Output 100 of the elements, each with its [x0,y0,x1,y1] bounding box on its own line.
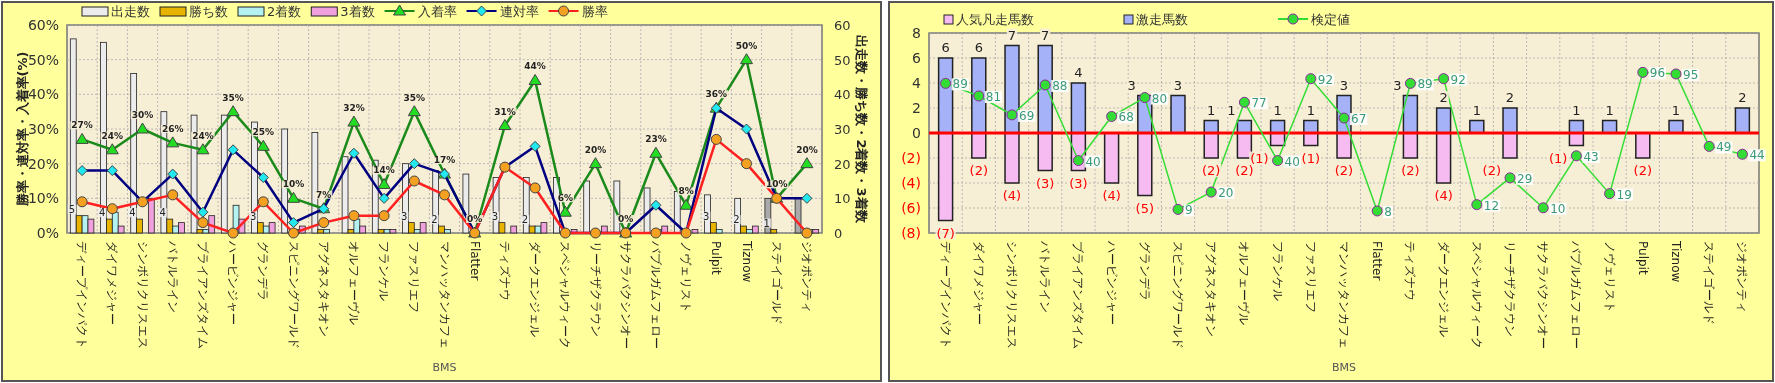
x-tick-label: ダークエンジェル [1436,241,1451,337]
data-label: 6 [941,40,950,55]
data-label: 4 [1074,65,1083,80]
y2-tick-label: 60 [834,18,851,33]
x-tick-label: ハービンジャー [1104,240,1119,325]
x-tick-label: ステイゴールド [1702,241,1717,325]
data-label: 9 [1185,203,1193,218]
x-tick-label: ジオポンティ [799,241,814,313]
y-tick-label: 4 [912,75,922,91]
data-label: 31% [494,106,516,117]
data-label: 2 [431,214,438,226]
x-tick-label: ファスリエフ [1303,241,1318,313]
data-label: (3) [1035,175,1055,191]
x-tick-label: ステイゴールド [769,241,784,325]
x-axis-title: BMS [1331,361,1357,374]
x-tick-label: ディープインパクト [75,241,90,349]
y-tick-label: 0 [912,125,921,141]
y2-tick-label: 0 [834,226,843,241]
data-label: 12 [1483,198,1500,213]
data-label: 1 [1306,102,1315,118]
x-tick-label: Flatter [1370,241,1385,281]
data-label: 2 [1505,90,1515,105]
data-label: (2) [1235,163,1254,178]
data-label: 1 [763,217,770,229]
x-tick-label: ブライアンズタイム [1071,241,1086,349]
legend-label: 人気凡走馬数 [956,12,1034,27]
data-label: (4) [1002,188,1022,203]
x-tick-label: ノヴェリスト [1602,241,1617,313]
legend-label: 出走数 [111,4,150,19]
x-tick-label: ダークエンジェル [528,241,543,337]
data-label: 35% [222,92,244,103]
x-tick-label: ダイワメジャー [971,241,986,325]
data-label: 7 [1007,27,1017,43]
data-label: 32% [343,103,365,114]
y2-axis-title: 出走数・勝ち数・2着数・3着数 [854,35,869,224]
data-label: 95 [1683,67,1699,82]
y2-tick-label: 50 [834,52,851,68]
x-tick-label: グランデラ [256,241,271,301]
data-label: 40 [1085,154,1101,169]
y-tick-label: (6) [901,200,921,216]
legend-label: 検定値 [1311,12,1350,27]
y-tick-label: 8 [912,25,921,41]
x-tick-label: ノヴェリスト [679,241,694,313]
data-label: 20% [796,144,818,155]
x-tick-label: ジオポンティ [1735,241,1750,313]
x-tick-label: フランケル [1270,241,1285,301]
y2-tick-label: 10 [834,191,851,207]
x-tick-label: フランケル [377,241,392,301]
y-tick-label: 6 [912,50,922,66]
data-label: 27% [71,120,93,131]
x-tick-label: ブライアンズタイム [195,241,210,349]
data-label: 4 [99,207,106,219]
data-label: 20% [584,144,607,155]
data-label: 2 [733,214,740,226]
x-tick-label: ティズナウ [1403,241,1418,301]
data-label: 1 [1273,102,1282,118]
data-label: 81 [985,89,1002,104]
data-label: 8 [1384,204,1392,219]
legend-label: 激走馬数 [1136,12,1188,27]
data-label: (3) [1069,175,1088,191]
x-tick-label: スペシャルウィーク [1469,241,1484,349]
data-label: 69 [1019,108,1035,123]
data-label: (1) [1250,150,1269,166]
data-label: (2) [1482,163,1502,178]
x-tick-label: バブルガムフェロー [648,240,663,349]
data-label: 92 [1317,72,1334,87]
data-label: 1 [1671,102,1681,118]
legend-label: 2着数 [267,4,302,19]
x-tick-label: スピニングワールド [1171,241,1185,349]
data-label: 29 [1517,171,1533,186]
data-label: 10% [765,179,788,190]
data-label: 3 [1173,77,1183,93]
data-label: 24% [192,130,214,141]
data-label: (2) [1401,163,1420,178]
legend-label: 入着率 [417,4,457,19]
x-tick-label: スペシャルウィーク [558,241,573,349]
data-label: 49 [1716,140,1732,155]
data-label: (5) [1135,200,1155,216]
x-tick-label: オルフェーヴル [346,241,361,325]
x-tick-label: ティズナウ [497,241,512,301]
y-tick-label: 2 [912,100,921,116]
data-label: 17% [433,155,456,166]
data-label: 88 [1052,78,1068,93]
x-tick-label: バブルガムフェロー [1569,240,1584,349]
data-label: 92 [1450,72,1466,87]
data-label: 7 [1041,27,1050,43]
data-label: 3 [491,210,499,222]
x-tick-label: ディープインパクト [938,241,953,349]
x-tick-label: リーチザクラウン [1503,241,1517,337]
x-tick-label: シンボリクリスエス [1005,241,1019,349]
data-label: 3 [401,210,408,222]
x-tick-label: マンハッタンカフェ [437,241,452,349]
x-tick-label: マンハッタンカフェ [1337,241,1351,349]
data-label: 3 [703,210,710,222]
x-tick-label: サクラバクシンオー [1536,241,1551,349]
data-label: 0% [618,214,634,224]
data-label: 7% [316,189,332,200]
y2-tick-label: 40 [834,87,851,103]
legend-label: 勝率 [581,4,608,19]
data-label: 4 [129,207,136,219]
